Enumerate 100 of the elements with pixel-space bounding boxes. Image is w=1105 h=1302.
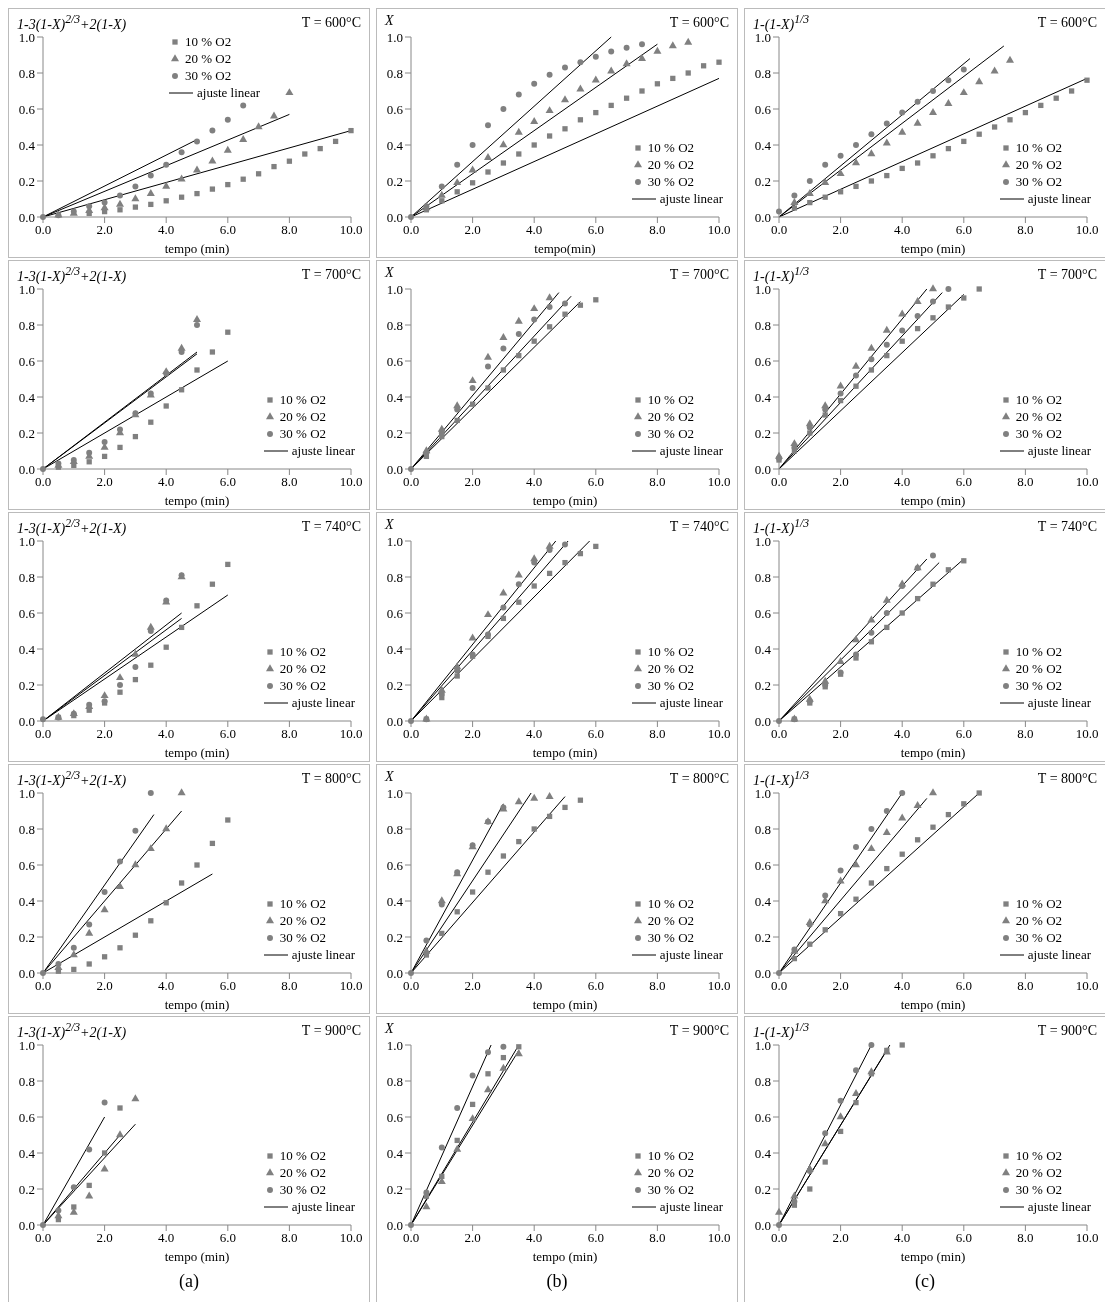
legend-label: 10 % O2 <box>1015 391 1063 408</box>
x-tick-label: 6.0 <box>587 726 604 742</box>
legend-label: 10 % O2 <box>1015 1147 1063 1164</box>
legend-label: 10 % O2 <box>647 643 695 660</box>
x-axis-title: tempo (min) <box>164 241 230 256</box>
x-tick-label: 4.0 <box>894 1230 911 1246</box>
legend-label: 10 % O2 <box>279 643 327 660</box>
legend-label: ajuste linear <box>1027 190 1091 207</box>
y-tick-label: 1.0 <box>386 785 403 801</box>
x-tick-label: 6.0 <box>955 726 972 742</box>
y-tick-label: 0.6 <box>18 101 36 117</box>
x-axis-title: tempo (min) <box>164 1249 230 1264</box>
x-tick-label: 8.0 <box>649 222 666 238</box>
x-tick-label: 8.0 <box>649 1230 666 1246</box>
x-tick-label: 8.0 <box>1017 726 1034 742</box>
y-tick-label: 0.2 <box>18 425 35 441</box>
y-tick-label: 0.6 <box>754 1109 772 1125</box>
x-tick-label: 4.0 <box>158 222 175 238</box>
y-tick-label: 0.8 <box>18 821 35 837</box>
text: T = 740°C <box>1037 519 1097 535</box>
legend-label: 20 % O2 <box>1015 156 1063 173</box>
text: T = 740°C <box>669 519 729 535</box>
x-axis-title: tempo (min) <box>164 997 230 1012</box>
legend-label: 10 % O2 <box>1015 139 1063 156</box>
x-tick-label: 6.0 <box>219 978 236 994</box>
legend-label: ajuste linear <box>1027 694 1091 711</box>
y-tick-label: 0.8 <box>754 65 771 81</box>
x-tick-label: 6.0 <box>219 474 236 490</box>
y-tick-label: 0.8 <box>754 317 771 333</box>
x-tick-label: 8.0 <box>649 726 666 742</box>
x-tick-label: 4.0 <box>526 978 543 994</box>
legend-label: 30 % O2 <box>647 425 695 442</box>
legend-label: ajuste linear <box>291 442 355 459</box>
x-tick-label: 2.0 <box>832 474 849 490</box>
x-tick-label: 0.0 <box>770 222 788 238</box>
y-tick-label: 0.6 <box>18 1109 36 1125</box>
x-tick-label: 8.0 <box>281 1230 298 1246</box>
x-tick-label: 2.0 <box>464 978 481 994</box>
y-tick-label: 0.0 <box>386 713 403 729</box>
x-tick-label: 0.0 <box>770 978 788 994</box>
text: T = 800°C <box>669 771 729 787</box>
legend-label: ajuste linear <box>291 694 355 711</box>
y-tick-label: 0.4 <box>754 389 772 405</box>
x-tick-label: 8.0 <box>281 726 298 742</box>
y-tick-label: 0.4 <box>386 893 404 909</box>
legend-label: 20 % O2 <box>647 660 695 677</box>
x-tick-label: 10.0 <box>707 1230 731 1246</box>
x-tick-label: 0.0 <box>402 726 420 742</box>
x-tick-label: 4.0 <box>894 474 911 490</box>
legend-label: 20 % O2 <box>279 408 327 425</box>
y-tick-label: 0.4 <box>754 641 772 657</box>
legend-label: ajuste linear <box>1027 1198 1091 1215</box>
x-tick-label: 2.0 <box>96 978 113 994</box>
y-tick-label: 0.2 <box>18 677 35 693</box>
legend-label: 30 % O2 <box>1015 929 1063 946</box>
y-tick-label: 0.4 <box>386 641 404 657</box>
x-tick-label: 10.0 <box>339 474 363 490</box>
y-tick-label: 0.6 <box>754 605 772 621</box>
x-tick-label: 8.0 <box>649 474 666 490</box>
y-axis-title: 1-(1-X)$^{1/3}$ <box>753 13 810 32</box>
y-tick-label: 0.8 <box>386 569 403 585</box>
x-tick-label: 4.0 <box>158 726 175 742</box>
y-tick-label: 0.6 <box>754 857 772 873</box>
y-tick-label: 0.6 <box>386 101 404 117</box>
legend-label: 10 % O2 <box>185 33 232 50</box>
y-axis-title: 1-(1-X)$^{1/3}$ <box>753 1021 810 1040</box>
y-tick-label: 0.2 <box>386 173 403 189</box>
x-axis-title: tempo (min) <box>900 241 966 256</box>
legend-label: 20 % O2 <box>279 1164 327 1181</box>
x-axis-title: tempo (min) <box>532 1249 598 1264</box>
y-tick-label: 0.4 <box>754 1145 772 1161</box>
legend-label: 10 % O2 <box>647 391 695 408</box>
y-tick-label: 0.8 <box>754 821 771 837</box>
y-tick-label: 0.4 <box>386 389 404 405</box>
x-tick-label: 4.0 <box>526 474 543 490</box>
legend-label: 20 % O2 <box>1015 1164 1063 1181</box>
legend-label: ajuste linear <box>659 190 723 207</box>
y-tick-label: 0.2 <box>754 929 771 945</box>
y-tick-label: 0.4 <box>18 389 36 405</box>
x-tick-label: 2.0 <box>96 222 113 238</box>
x-tick-label: 2.0 <box>464 222 481 238</box>
x-tick-label: 2.0 <box>832 978 849 994</box>
x-tick-label: 4.0 <box>158 1230 175 1246</box>
y-axis-title: X <box>385 1021 394 1037</box>
legend-label: 30 % O2 <box>1015 677 1063 694</box>
legend-label: 10 % O2 <box>279 1147 327 1164</box>
text: T = 900°C <box>669 1023 729 1039</box>
legend-label: ajuste linear <box>291 946 355 963</box>
x-tick-label: 6.0 <box>219 1230 236 1246</box>
x-tick-label: 4.0 <box>158 474 175 490</box>
x-tick-label: 6.0 <box>587 978 604 994</box>
legend-label: 10 % O2 <box>647 1147 695 1164</box>
y-tick-label: 0.6 <box>386 1109 404 1125</box>
x-tick-label: 8.0 <box>1017 222 1034 238</box>
x-tick-label: 0.0 <box>402 474 420 490</box>
x-tick-label: 0.0 <box>34 222 52 238</box>
legend-label: 20 % O2 <box>279 660 327 677</box>
x-tick-label: 10.0 <box>339 726 363 742</box>
y-tick-label: 0.4 <box>18 893 36 909</box>
x-tick-label: 10.0 <box>707 726 731 742</box>
